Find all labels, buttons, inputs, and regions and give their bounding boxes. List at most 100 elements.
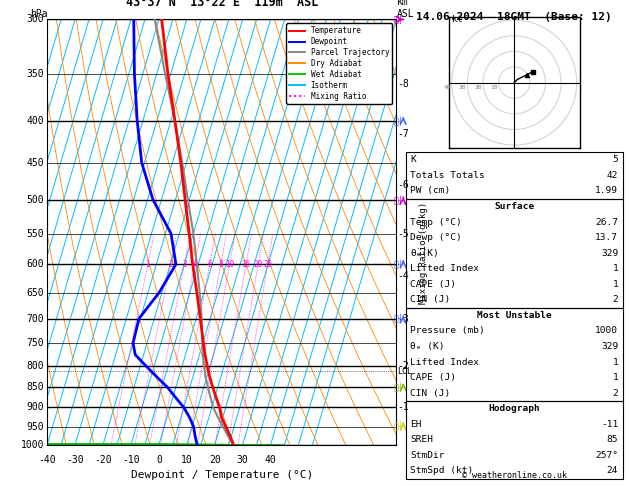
Text: 350: 350 <box>27 69 45 79</box>
Text: 2: 2 <box>168 260 173 269</box>
Text: 0: 0 <box>156 455 162 465</box>
Text: km
ASL: km ASL <box>397 0 415 18</box>
Text: -4: -4 <box>397 271 409 281</box>
Text: 1: 1 <box>613 264 618 273</box>
Text: 24: 24 <box>607 467 618 475</box>
Text: 5: 5 <box>613 156 618 164</box>
Text: 26.7: 26.7 <box>595 218 618 226</box>
Text: 1: 1 <box>145 260 150 269</box>
Text: 600: 600 <box>27 259 45 269</box>
Text: 950: 950 <box>27 421 45 432</box>
Text: -10: -10 <box>122 455 140 465</box>
Text: Dewp (°C): Dewp (°C) <box>410 233 462 242</box>
Text: 1000: 1000 <box>21 440 45 450</box>
Text: Mixing Ratio (g/kg): Mixing Ratio (g/kg) <box>419 202 428 304</box>
Text: CIN (J): CIN (J) <box>410 389 450 398</box>
Text: ℑ┤: ℑ┤ <box>393 382 403 392</box>
Text: 14.06.2024  18GMT  (Base: 12): 14.06.2024 18GMT (Base: 12) <box>416 12 612 22</box>
Text: ℑ┤: ℑ┤ <box>393 116 403 126</box>
Text: 43°37'N  13°22'E  119m  ASL: 43°37'N 13°22'E 119m ASL <box>126 0 318 9</box>
Text: LCL: LCL <box>397 366 412 376</box>
Text: 40: 40 <box>443 85 451 90</box>
Text: 900: 900 <box>27 402 45 413</box>
Text: 6: 6 <box>208 260 212 269</box>
Text: StmDir: StmDir <box>410 451 445 460</box>
Text: 2: 2 <box>613 389 618 398</box>
Text: K: K <box>410 156 416 164</box>
Text: 850: 850 <box>27 382 45 392</box>
Text: 400: 400 <box>27 116 45 126</box>
Text: -2: -2 <box>397 361 409 371</box>
Text: ℑ┤: ℑ┤ <box>393 422 403 431</box>
Text: Lifted Index: Lifted Index <box>410 358 479 366</box>
Text: 20: 20 <box>475 85 482 90</box>
Text: 2: 2 <box>613 295 618 304</box>
Text: 1: 1 <box>613 280 618 289</box>
Text: -3: -3 <box>397 313 409 324</box>
Text: 3: 3 <box>182 260 187 269</box>
Text: 329: 329 <box>601 342 618 351</box>
Text: -8: -8 <box>397 79 409 89</box>
Text: Temp (°C): Temp (°C) <box>410 218 462 226</box>
Text: 4: 4 <box>192 260 197 269</box>
Text: Lifted Index: Lifted Index <box>410 264 479 273</box>
Text: -40: -40 <box>38 455 56 465</box>
Text: 20: 20 <box>209 455 221 465</box>
Text: θₑ (K): θₑ (K) <box>410 342 445 351</box>
Text: kt: kt <box>452 15 462 24</box>
Text: 450: 450 <box>27 157 45 168</box>
Text: 25: 25 <box>263 260 272 269</box>
Text: 40: 40 <box>265 455 277 465</box>
Text: 1000: 1000 <box>595 327 618 335</box>
Text: CAPE (J): CAPE (J) <box>410 373 456 382</box>
Text: 1: 1 <box>613 373 618 382</box>
Text: ℑ┤: ℑ┤ <box>393 15 403 24</box>
Text: 8: 8 <box>218 260 223 269</box>
Text: 20: 20 <box>253 260 263 269</box>
Text: 13.7: 13.7 <box>595 233 618 242</box>
Text: 10: 10 <box>225 260 234 269</box>
Text: 42: 42 <box>607 171 618 180</box>
Text: -6: -6 <box>397 180 409 191</box>
Text: 700: 700 <box>27 313 45 324</box>
Text: 257°: 257° <box>595 451 618 460</box>
Text: 650: 650 <box>27 288 45 297</box>
Text: 30: 30 <box>237 455 248 465</box>
Text: Dewpoint / Temperature (°C): Dewpoint / Temperature (°C) <box>131 470 313 480</box>
Text: -11: -11 <box>601 420 618 429</box>
Text: Most Unstable: Most Unstable <box>477 311 552 320</box>
Text: Pressure (mb): Pressure (mb) <box>410 327 485 335</box>
Text: 30: 30 <box>459 85 467 90</box>
Text: 800: 800 <box>27 361 45 371</box>
Text: 1.99: 1.99 <box>595 187 618 195</box>
Text: -5: -5 <box>397 228 409 239</box>
Text: 1: 1 <box>613 358 618 366</box>
Text: 500: 500 <box>27 195 45 205</box>
Text: PW (cm): PW (cm) <box>410 187 450 195</box>
Text: -30: -30 <box>66 455 84 465</box>
Text: CAPE (J): CAPE (J) <box>410 280 456 289</box>
Text: Hodograph: Hodograph <box>488 404 540 413</box>
Text: ℑ┤: ℑ┤ <box>393 260 403 269</box>
Text: ℑ┤: ℑ┤ <box>393 314 403 324</box>
Text: 750: 750 <box>27 338 45 348</box>
Text: -20: -20 <box>94 455 112 465</box>
Text: CIN (J): CIN (J) <box>410 295 450 304</box>
Text: 300: 300 <box>27 15 45 24</box>
Text: hPa: hPa <box>30 9 47 18</box>
Text: 10: 10 <box>490 85 498 90</box>
Text: Totals Totals: Totals Totals <box>410 171 485 180</box>
Text: Surface: Surface <box>494 202 534 211</box>
Text: © weatheronline.co.uk: © weatheronline.co.uk <box>462 471 567 480</box>
Text: EH: EH <box>410 420 421 429</box>
Text: 85: 85 <box>607 435 618 444</box>
Text: -1: -1 <box>397 402 409 413</box>
Text: 10: 10 <box>181 455 192 465</box>
Text: StmSpd (kt): StmSpd (kt) <box>410 467 474 475</box>
Legend: Temperature, Dewpoint, Parcel Trajectory, Dry Adiabat, Wet Adiabat, Isotherm, Mi: Temperature, Dewpoint, Parcel Trajectory… <box>286 23 392 104</box>
Text: -7: -7 <box>397 129 409 139</box>
Text: 15: 15 <box>242 260 251 269</box>
Text: SREH: SREH <box>410 435 433 444</box>
Text: ℑ┤: ℑ┤ <box>393 195 403 205</box>
Text: 550: 550 <box>27 228 45 239</box>
